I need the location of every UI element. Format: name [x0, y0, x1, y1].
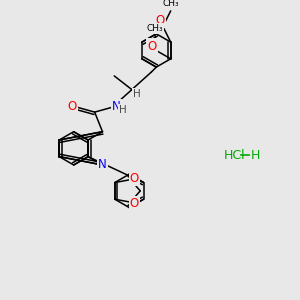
Text: CH₃: CH₃ — [147, 24, 164, 33]
Text: CH₃: CH₃ — [162, 0, 179, 8]
Text: HCl: HCl — [224, 149, 245, 162]
Text: O: O — [130, 196, 139, 210]
Text: H: H — [251, 149, 260, 162]
Text: O: O — [68, 100, 77, 113]
Text: H: H — [133, 89, 141, 100]
Text: O: O — [148, 40, 157, 52]
Text: N: N — [112, 100, 121, 113]
Text: N: N — [98, 158, 107, 172]
Text: O: O — [155, 14, 165, 27]
Text: H: H — [119, 105, 127, 115]
Text: O: O — [130, 172, 139, 185]
